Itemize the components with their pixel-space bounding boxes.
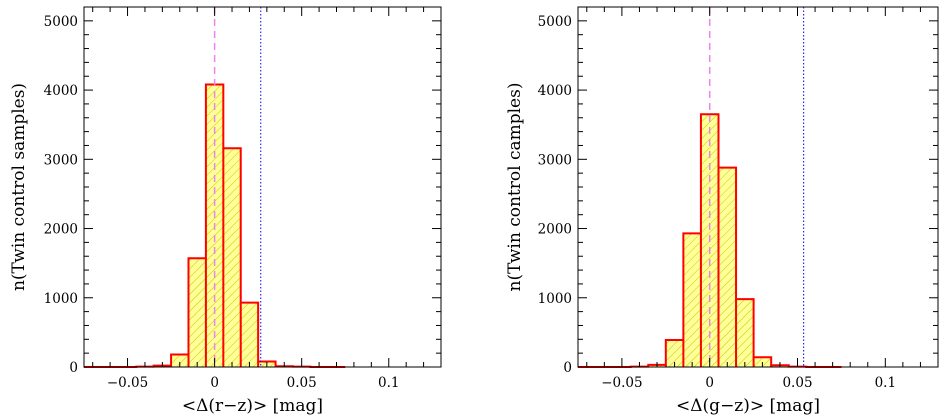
histogram-bar bbox=[665, 340, 684, 367]
y-tick-label: 4000 bbox=[538, 83, 572, 99]
y-axis-label: n(Twin control camples) bbox=[505, 83, 525, 292]
histogram-bar bbox=[171, 354, 189, 367]
y-tick-label: 2000 bbox=[44, 222, 78, 238]
x-tick-label: 0.05 bbox=[287, 375, 317, 391]
histogram-bar bbox=[240, 302, 259, 367]
x-axis-label: <Δ(g−z)> [mag] bbox=[676, 396, 820, 416]
right-histogram-panel: −0.05 0 0.05 0.1 0 1000 2000 3000 4000 5000 <Δ(g−z… bbox=[505, 6, 939, 416]
histogram-bar bbox=[223, 148, 241, 367]
x-axis-label: <Δ(r−z)> [mag] bbox=[182, 396, 323, 416]
y-tick-label: 0 bbox=[69, 360, 78, 376]
x-tick-label: 0 bbox=[705, 375, 714, 391]
y-axis-label: n(Twin control samples) bbox=[9, 83, 29, 291]
y-tick-label: 0 bbox=[563, 360, 572, 376]
histogram-bar bbox=[683, 233, 701, 367]
y-tick-label: 2000 bbox=[538, 222, 572, 238]
y-tick-label: 4000 bbox=[44, 83, 78, 99]
x-tick-label: −0.05 bbox=[601, 375, 642, 391]
x-tick-label: 0 bbox=[210, 375, 219, 391]
histogram-bar bbox=[188, 258, 206, 367]
histogram-bar bbox=[736, 299, 754, 367]
y-tick-label: 5000 bbox=[538, 14, 572, 30]
plot-frame bbox=[577, 6, 939, 368]
plot-frame bbox=[83, 6, 442, 368]
y-tick-label: 5000 bbox=[44, 14, 78, 30]
x-tick-label: −0.05 bbox=[107, 375, 148, 391]
x-tick-label: 0.1 bbox=[875, 375, 896, 391]
x-tick-label: 0.05 bbox=[782, 375, 812, 391]
y-tick-label: 1000 bbox=[538, 291, 572, 307]
y-tick-label: 3000 bbox=[44, 152, 78, 168]
y-tick-label: 3000 bbox=[538, 152, 572, 168]
left-histogram-panel: −0.05 0 0.05 0.1 0 1000 2000 3000 4000 5000 <Δ(r−z… bbox=[9, 6, 442, 416]
y-tick-label: 1000 bbox=[44, 291, 78, 307]
x-tick-label: 0.1 bbox=[378, 375, 399, 391]
histogram-bar bbox=[718, 167, 737, 367]
